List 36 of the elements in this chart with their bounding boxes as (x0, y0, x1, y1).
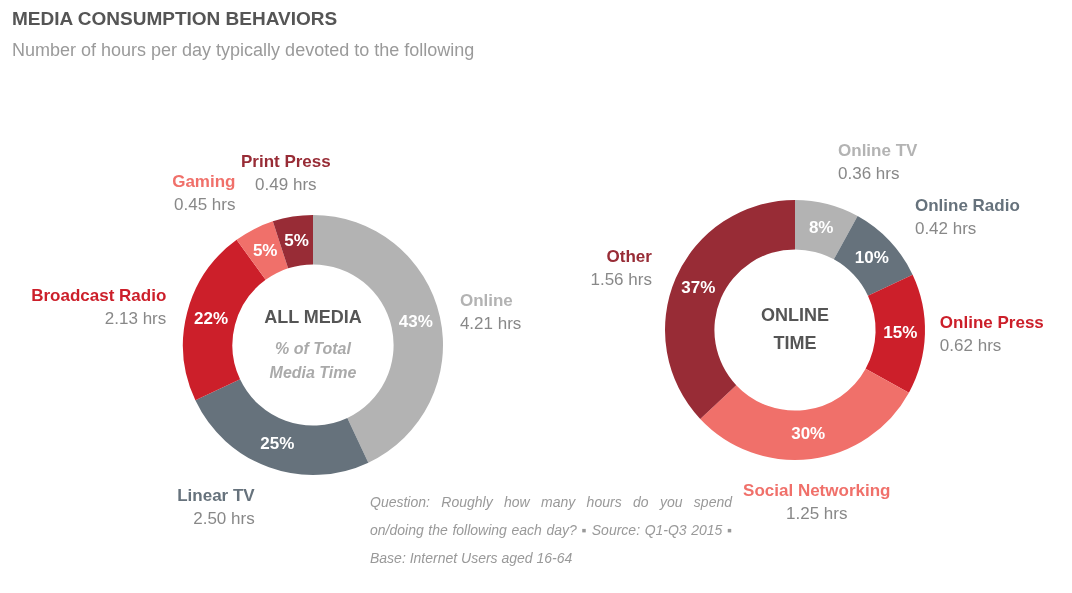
slice-label: Online Press (939, 313, 1044, 333)
slice-label: Gaming (172, 171, 236, 191)
data-label: 30% (791, 424, 826, 444)
data-label: 10% (854, 247, 889, 267)
text: 1.56 hrs (590, 269, 652, 289)
slice-label: Online Radio (914, 196, 1020, 216)
text: 0.42 hrs (914, 219, 977, 239)
data-label: 5% (252, 240, 278, 260)
text: 0.45 hrs (174, 194, 236, 214)
text: ONLINE TIME (760, 304, 830, 353)
data-label: 22% (193, 308, 229, 328)
text: Question: Roughly how many hours do you spend on/doing the following each day? ▪ Source: Q1-Q3 2015 ▪ Base: Internet Users aged 16-64 (370, 493, 732, 568)
slice-label: Online TV (838, 141, 919, 161)
slice-label: Broadcast Radio (31, 286, 167, 306)
text: 4.21 hrs (459, 313, 522, 333)
text: 2.50 hrs (193, 508, 255, 528)
slice-label: Other (606, 246, 653, 266)
text: % of Total Media Time (269, 340, 357, 382)
data-label: 37% (681, 277, 716, 297)
text: 0.36 hrs (838, 164, 900, 184)
data-label: 8% (808, 217, 834, 237)
slice-label: Linear TV (177, 485, 256, 505)
slice-label: Print Press (240, 152, 331, 172)
text: Number of hours per day typically devoted to the following (12, 40, 475, 61)
data-label: 25% (260, 433, 295, 453)
slice-label: Online (459, 290, 513, 310)
data-label: 5% (284, 230, 309, 250)
text: 1.25 hrs (786, 504, 848, 524)
slice-label: Social Networking (743, 481, 891, 501)
text: ALL MEDIA (264, 306, 362, 327)
data-label: 43% (398, 311, 433, 331)
text: 0.49 hrs (255, 175, 317, 195)
data-label: 15% (883, 323, 918, 342)
text: 2.13 hrs (104, 309, 167, 329)
text: MEDIA CONSUMPTION BEHAVIORS (12, 8, 338, 30)
text: 0.62 hrs (939, 336, 1002, 356)
